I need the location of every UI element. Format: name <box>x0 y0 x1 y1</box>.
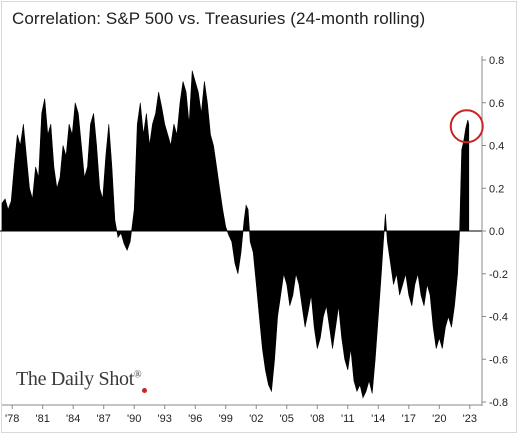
registered-mark: ® <box>134 369 142 381</box>
x-tick-label: '11 <box>341 413 355 425</box>
logo-dot-icon <box>142 388 147 393</box>
x-tick-label: '81 <box>36 413 50 425</box>
correlation-area-series-0 <box>1 70 470 399</box>
x-tick-label: '93 <box>158 413 172 425</box>
logo-text: The Daily Shot <box>16 368 135 390</box>
chart-marks <box>0 70 482 399</box>
y-tick-label: 0.6 <box>489 98 504 110</box>
x-tick-label: '20 <box>432 413 446 425</box>
x-tick-label: '78 <box>5 413 19 425</box>
x-tick-label: '02 <box>249 413 263 425</box>
chart-annotations <box>449 109 484 144</box>
daily-shot-logo: The Daily Shot® <box>16 368 142 391</box>
highlight-circle <box>449 109 484 144</box>
y-tick-label: -0.4 <box>489 312 508 324</box>
x-tick-label: '84 <box>66 413 80 425</box>
x-tick-label: '99 <box>219 413 233 425</box>
x-tick-label: '08 <box>310 413 324 425</box>
y-tick-label: 0.2 <box>489 183 504 195</box>
x-tick-label: '87 <box>97 413 111 425</box>
x-tick-label: '14 <box>371 413 385 425</box>
x-tick-label: '05 <box>280 413 294 425</box>
y-axis: -0.8 -0.6 -0.4 -0.2 0.0 0.2 0.4 0.6 0.8 <box>481 55 508 409</box>
y-tick-label: -0.2 <box>489 269 508 281</box>
x-tick-label: '96 <box>188 413 202 425</box>
x-tick-label: '90 <box>127 413 141 425</box>
chart-title: Correlation: S&P 500 vs. Treasuries (24-… <box>12 9 426 28</box>
y-tick-label: 0.0 <box>489 226 504 238</box>
y-tick-label: 0.8 <box>489 55 504 67</box>
x-axis: '78 '81 '84 '87 '90 '93 '96 '99 '02 '05 '08 '11 '14 '… <box>2 404 482 425</box>
y-tick-label: 0.4 <box>489 141 504 153</box>
y-tick-label: -0.6 <box>489 354 508 366</box>
x-tick-label: '23 <box>463 413 477 425</box>
y-tick-label: -0.8 <box>489 397 508 409</box>
x-tick-label: '17 <box>402 413 416 425</box>
